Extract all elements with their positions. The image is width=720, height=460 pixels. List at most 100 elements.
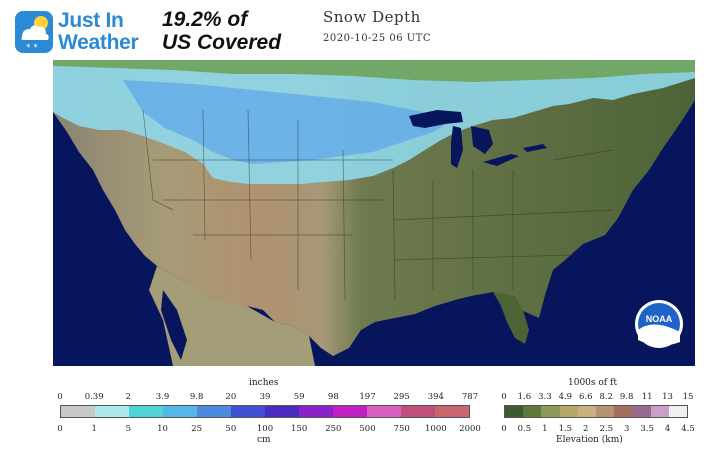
elevation-color-bar <box>504 405 688 418</box>
legend-tick-label: 2.5 <box>599 424 613 434</box>
legend-tick-label: 20 <box>225 392 237 402</box>
snow-depth-map: NOAA <box>53 60 695 366</box>
legend-tick-label: 197 <box>359 392 376 402</box>
legend-tick-label: 0 <box>501 424 507 434</box>
legend-tick-label: 0.39 <box>84 392 104 402</box>
legend-color-swatch <box>614 406 633 417</box>
legend-color-swatch <box>577 406 597 417</box>
snow-depth-color-bar <box>60 405 470 418</box>
lake-erie <box>483 154 519 166</box>
legend-tick-label: 0.5 <box>517 424 532 434</box>
legend-tick-label: 1000 <box>425 424 447 434</box>
legend-color-swatch <box>299 406 333 417</box>
gulf-of-california <box>161 290 187 360</box>
legend-color-swatch <box>333 406 367 417</box>
elevation-legend-km-ticks: 0 0.5 1 1.5 2 2.5 3 3.5 4 4.5 <box>501 424 694 436</box>
legend-tick-label: 250 <box>325 424 342 434</box>
noaa-logo: NOAA <box>635 300 683 348</box>
legend-tick-label: 6.6 <box>579 392 593 402</box>
legend-tick-label: 295 <box>393 392 410 402</box>
noaa-badge-text: NOAA <box>646 314 673 324</box>
legend-color-swatch <box>129 406 163 417</box>
legend-color-swatch <box>435 406 469 417</box>
snow-legend-cm-ticks: 0 1 5 10 25 50 100 150 250 500 750 1000 2000 <box>57 424 481 436</box>
legend-tick-label: 11 <box>641 392 653 402</box>
legend-tick-label: 100 <box>256 424 274 434</box>
logo-line2: Weather <box>58 31 139 54</box>
weather-cloud-snow-icon: * * <box>15 11 53 53</box>
legend-color-swatch <box>401 406 435 417</box>
lake-ontario <box>523 144 547 152</box>
legend-color-swatch <box>523 406 542 417</box>
legend-tick-label: 500 <box>359 424 376 434</box>
legend-color-swatch <box>367 406 401 417</box>
snow-cover-deep <box>123 80 453 164</box>
legend-tick-label: 50 <box>225 424 237 434</box>
legend-color-swatch <box>505 406 524 417</box>
elevation-legend-top-unit: 1000s of ft <box>568 378 617 388</box>
map-canvas: NOAA <box>53 60 695 366</box>
legend-tick-label: 1.6 <box>517 392 532 402</box>
headline-line1: 19.2% of <box>162 8 248 31</box>
legend-tick-label: 98 <box>327 392 339 402</box>
legend-tick-label: 15 <box>682 392 694 402</box>
legend-color-swatch <box>650 406 669 417</box>
legend-tick-label: 5 <box>125 424 132 434</box>
elevation-legend-ft-ticks: 0 1.6 3.3 4.9 6.6 8.2 9.8 11 13 15 <box>501 392 693 404</box>
legend-tick-label: 4.9 <box>558 392 573 402</box>
legend-tick-label: 787 <box>461 392 479 402</box>
logo-line1: Just In <box>58 9 124 32</box>
svg-text:* *: * * <box>26 43 38 53</box>
legend-tick-label: 9.8 <box>189 392 204 402</box>
logo-wordmark: Just In Weather <box>58 9 139 54</box>
legend-tick-label: 2000 <box>459 424 481 434</box>
snow-cover-northern-canada <box>53 60 695 82</box>
legend-color-swatch <box>265 406 299 417</box>
legend-tick-label: 1.5 <box>558 424 573 434</box>
legend-tick-label: 150 <box>291 424 308 434</box>
headline-line2: US Covered <box>162 31 282 54</box>
legend-tick-label: 0 <box>501 392 507 402</box>
florida <box>493 292 529 344</box>
legend-color-swatch <box>197 406 231 417</box>
legend-tick-label: 9.8 <box>619 392 634 402</box>
legend-color-swatch <box>541 406 560 417</box>
just-in-weather-logo: * * Just In Weather <box>14 6 164 58</box>
legend-color-swatch <box>61 406 95 417</box>
legend-tick-label: 59 <box>293 392 305 402</box>
legend-tick-label: 1 <box>542 424 548 434</box>
legend-tick-label: 1 <box>91 424 97 434</box>
legend-tick-label: 0 <box>57 392 63 402</box>
legend-tick-label: 394 <box>427 392 444 402</box>
legend-tick-label: 2 <box>583 424 589 434</box>
lake-superior <box>409 110 463 128</box>
legend-tick-label: 3.5 <box>640 424 654 434</box>
legend-color-swatch <box>668 406 688 417</box>
lake-michigan <box>451 126 463 168</box>
legend-color-swatch <box>632 406 651 417</box>
snow-legend-top-unit: inches <box>249 378 279 388</box>
legend-color-swatch <box>231 406 265 417</box>
legend-tick-label: 25 <box>191 424 203 434</box>
state-borders <box>142 109 614 301</box>
legend-color-swatch <box>95 406 129 417</box>
legend-tick-label: 750 <box>393 424 410 434</box>
legend-color-swatch <box>559 406 578 417</box>
snow-legend-bottom-unit: cm <box>257 435 271 445</box>
legend-tick-label: 3.3 <box>538 392 552 402</box>
legend-tick-label: 8.2 <box>599 392 613 402</box>
map-title: Snow Depth <box>323 8 421 26</box>
legend-tick-label: 2 <box>125 392 132 402</box>
legend-color-swatch <box>163 406 197 417</box>
legend-tick-label: 4.5 <box>681 424 695 434</box>
legend-tick-label: 3 <box>623 424 630 434</box>
legend-tick-label: 0 <box>57 424 63 434</box>
legend-tick-label: 4 <box>664 424 671 434</box>
legend-tick-label: 13 <box>662 392 673 402</box>
legend-color-swatch <box>596 406 615 417</box>
legend-tick-label: 39 <box>259 392 271 402</box>
legend-tick-label: 10 <box>157 424 168 434</box>
coverage-headline: 19.2% of US Covered <box>162 8 281 54</box>
lake-huron <box>471 126 493 154</box>
elevation-legend-bottom-unit: Elevation (km) <box>556 435 623 445</box>
